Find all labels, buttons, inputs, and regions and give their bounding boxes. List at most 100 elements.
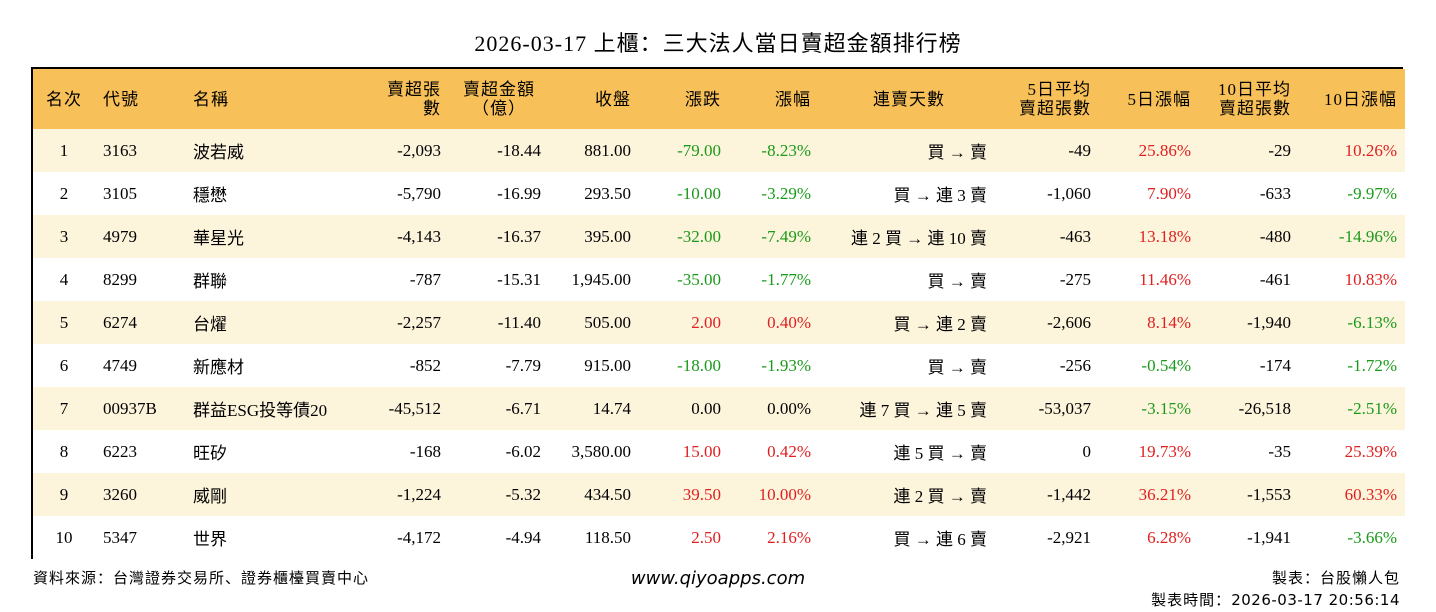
table-row[interactable]: 4 8299 群聯 -787 -15.31 1,945.00 -35.00 -1.77% 買 →…	[33, 258, 1405, 301]
cell-avg5: -275	[1059, 269, 1091, 289]
cell-avg10: -1,940	[1247, 312, 1291, 332]
data-source-note: 資料來源：台灣證券交易所、證券櫃檯買賣中心	[33, 571, 370, 587]
cell-close: 881.00	[584, 140, 631, 160]
cell-close: 395.00	[584, 226, 631, 246]
table-row[interactable]: 9 3260 威剛 -1,224 -5.32 434.50 39.50 10.00% 連 2 買…	[33, 473, 1405, 516]
cell-pct10: -3.66%	[1347, 527, 1397, 547]
table-row[interactable]: 6 4749 新應材 -852 -7.79 915.00 -18.00 -1.93% 買 → 賣…	[33, 344, 1405, 387]
cell-close: 3,580.00	[571, 441, 632, 461]
cell-pct10: 10.83%	[1344, 269, 1397, 289]
cell-avg5: -2,606	[1047, 312, 1091, 332]
cell-pct5: 25.86%	[1138, 140, 1191, 160]
cell-change-pct: -8.23%	[761, 140, 811, 160]
cell-net-sell-lots: -45,512	[388, 398, 441, 418]
cell-net-sell-amount: -15.31	[497, 269, 541, 289]
timestamp-value: 2026-03-17 20:56:14	[1231, 591, 1400, 609]
cell-pct10: -1.72%	[1347, 355, 1397, 375]
header-avg10[interactable]: 10日平均 賣超張數	[1199, 69, 1299, 129]
cell-change: -18.00	[677, 355, 721, 375]
cell-net-sell-lots: -168	[409, 441, 441, 461]
cell-name: 波若威	[193, 143, 244, 162]
cell-avg10: -1,553	[1247, 484, 1291, 504]
header-change-pct[interactable]: 漲幅	[775, 89, 811, 109]
header-rank[interactable]: 名次	[46, 89, 82, 109]
cell-avg10: -480	[1259, 226, 1291, 246]
cell-avg5: -463	[1059, 226, 1091, 246]
ranking-table-container: 名次 代號 名稱 賣超張數 賣超金額 （億） 收盤 漲跌 漲幅 連賣天數 5日平…	[31, 67, 1405, 559]
website-link[interactable]: www.qiyoapps.com	[630, 568, 806, 589]
cell-consecutive-days: 買 → 賣	[927, 358, 988, 377]
table-header-row: 名次 代號 名稱 賣超張數 賣超金額 （億） 收盤 漲跌 漲幅 連賣天數 5日平…	[33, 69, 1405, 129]
table-row[interactable]: 8 6223 旺矽 -168 -6.02 3,580.00 15.00 0.42% 連 5 買 …	[33, 430, 1405, 473]
cell-rank: 2	[59, 183, 69, 203]
cell-code: 4979	[103, 226, 137, 246]
cell-net-sell-amount: -4.94	[505, 527, 541, 547]
header-avg10-line2: 賣超張數	[1219, 99, 1291, 118]
header-consecutive-days[interactable]: 連賣天數	[873, 89, 945, 109]
table-row[interactable]: 5 6274 台燿 -2,257 -11.40 505.00 2.00 0.40% 買 → 連 …	[33, 301, 1405, 344]
header-pct5[interactable]: 5日漲幅	[1127, 89, 1191, 109]
header-pct10[interactable]: 10日漲幅	[1324, 89, 1397, 109]
cell-net-sell-amount: -16.99	[497, 183, 541, 203]
cell-rank: 5	[59, 312, 69, 332]
cell-change-pct: -1.77%	[761, 269, 811, 289]
maker-note: 製表：台股懶人包	[1271, 571, 1400, 587]
cell-rank: 3	[59, 226, 69, 246]
cell-pct10: -6.13%	[1347, 312, 1397, 332]
table-body: 1 3163 波若威 -2,093 -18.44 881.00 -79.00 -8.23% 買 …	[33, 129, 1405, 559]
cell-change: 39.50	[682, 484, 721, 504]
table-row[interactable]: 2 3105 穩懋 -5,790 -16.99 293.50 -10.00 -3.29% 買 →…	[33, 172, 1405, 215]
cell-change: 2.50	[691, 527, 721, 547]
table-row[interactable]: 3 4979 華星光 -4,143 -16.37 395.00 -32.00 -7.49% 連 …	[33, 215, 1405, 258]
header-close[interactable]: 收盤	[595, 89, 631, 109]
cell-pct5: 7.90%	[1147, 183, 1191, 203]
table-row[interactable]: 7 00937B 群益ESG投等債20 -45,512 -6.71 14.74 0.00 0.…	[33, 387, 1405, 430]
cell-net-sell-lots: -787	[409, 269, 441, 289]
cell-name: 威剛	[193, 487, 227, 506]
cell-consecutive-days: 連 7 買 → 連 5 賣	[859, 401, 988, 420]
header-avg5[interactable]: 5日平均 賣超張數	[999, 69, 1099, 129]
cell-close: 14.74	[592, 398, 631, 418]
cell-change-pct: 0.42%	[767, 441, 811, 461]
cell-pct5: 13.18%	[1138, 226, 1191, 246]
cell-consecutive-days: 買 → 賣	[927, 272, 988, 291]
cell-close: 118.50	[584, 527, 631, 547]
cell-avg5: -2,921	[1047, 527, 1091, 547]
table-row[interactable]: 10 5347 世界 -4,172 -4.94 118.50 2.50 2.16% 買 → 連 …	[33, 516, 1405, 559]
header-net-sell-lots[interactable]: 賣超張數	[387, 80, 441, 118]
header-change[interactable]: 漲跌	[685, 89, 721, 109]
cell-rank: 4	[59, 269, 69, 289]
header-code[interactable]: 代號	[103, 89, 139, 109]
cell-consecutive-days: 買 → 連 2 賣	[893, 315, 988, 334]
cell-code: 6223	[103, 441, 137, 461]
cell-net-sell-lots: -852	[409, 355, 441, 375]
cell-pct10: 60.33%	[1344, 484, 1397, 504]
cell-rank: 7	[59, 398, 69, 418]
cell-avg5: -53,037	[1038, 398, 1091, 418]
cell-name: 台燿	[193, 315, 227, 334]
cell-code: 5347	[103, 527, 137, 547]
cell-change: -10.00	[677, 183, 721, 203]
cell-pct5: -3.15%	[1141, 398, 1191, 418]
table-row[interactable]: 1 3163 波若威 -2,093 -18.44 881.00 -79.00 -8.23% 買 …	[33, 129, 1405, 172]
cell-pct10: 10.26%	[1344, 140, 1397, 160]
cell-net-sell-amount: -6.02	[505, 441, 541, 461]
cell-name: 穩懋	[193, 186, 227, 205]
cell-name: 新應材	[193, 358, 244, 377]
cell-close: 505.00	[584, 312, 631, 332]
cell-net-sell-amount: -18.44	[497, 140, 541, 160]
cell-net-sell-amount: -6.71	[505, 398, 541, 418]
cell-net-sell-lots: -1,224	[397, 484, 441, 504]
cell-pct10: -2.51%	[1347, 398, 1397, 418]
cell-change: 15.00	[682, 441, 721, 461]
cell-avg10: -1,941	[1247, 527, 1291, 547]
cell-close: 434.50	[584, 484, 631, 504]
cell-pct5: 36.21%	[1138, 484, 1191, 504]
cell-name: 世界	[193, 530, 227, 549]
cell-code: 3163	[103, 140, 137, 160]
header-name[interactable]: 名稱	[193, 89, 229, 109]
cell-code: 8299	[103, 269, 137, 289]
cell-consecutive-days: 連 2 買 → 連 10 賣	[851, 229, 987, 248]
header-net-sell-amount[interactable]: 賣超金額 （億）	[449, 69, 549, 129]
cell-change-pct: -7.49%	[761, 226, 811, 246]
